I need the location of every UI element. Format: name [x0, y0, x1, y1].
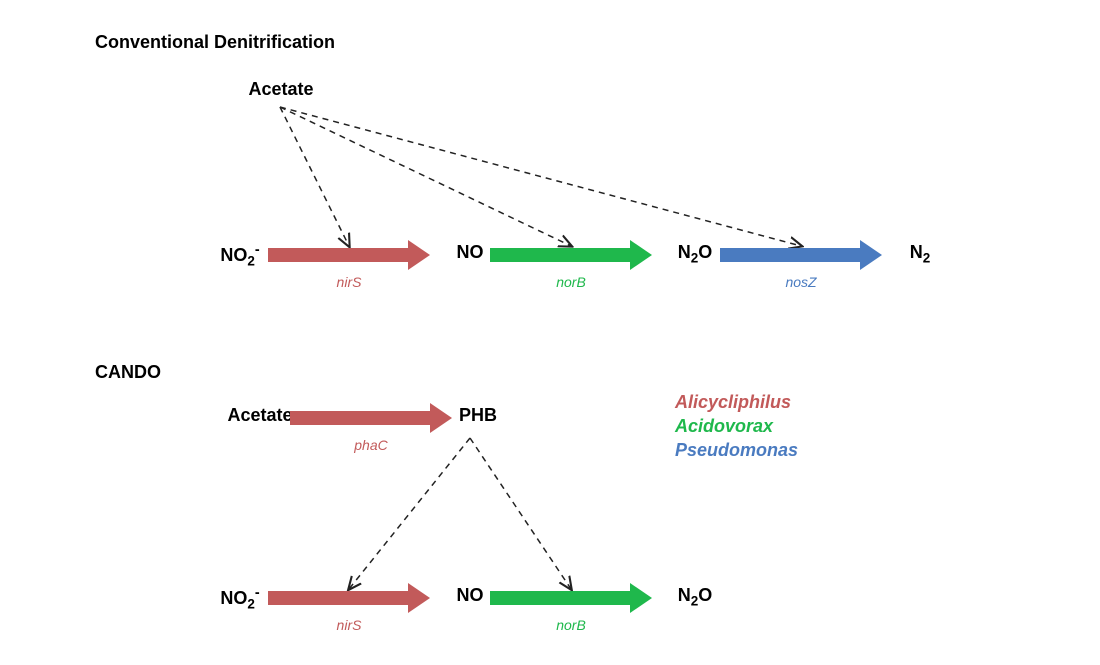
- cando-top-arrow: [290, 403, 452, 433]
- legend-alicycliphilus: Alicycliphilus: [675, 392, 791, 413]
- heading-cando: CANDO: [95, 362, 161, 383]
- node-acetate-conv: Acetate: [236, 79, 326, 100]
- cando-dash-1: [470, 438, 571, 589]
- conv-node-3: N2: [885, 242, 955, 266]
- conv-arrow-0: [268, 240, 430, 270]
- conv-gene-norB: norB: [531, 274, 611, 290]
- cando-bot-gene-norB: norB: [531, 617, 611, 633]
- conv-arrow-2: [720, 240, 882, 270]
- cando-bot-node-2: N2O: [660, 585, 730, 609]
- cando-top-node-1: PHB: [448, 405, 508, 426]
- conv-dash-0: [280, 107, 349, 246]
- conv-gene-nosZ: nosZ: [761, 274, 841, 290]
- cando-bot-node-0: NO2-: [205, 585, 275, 612]
- conv-gene-nirS: nirS: [309, 274, 389, 290]
- legend-pseudomonas: Pseudomonas: [675, 440, 798, 461]
- legend-acidovorax: Acidovorax: [675, 416, 773, 437]
- dashed-arrows-layer: [0, 0, 1100, 665]
- cando-dash-0: [349, 438, 470, 589]
- conv-arrow-1: [490, 240, 652, 270]
- conv-dash-2: [280, 107, 801, 246]
- conv-node-0: NO2-: [205, 242, 275, 269]
- cando-gene-phaC: phaC: [331, 437, 411, 453]
- cando-bot-gene-nirS: nirS: [309, 617, 389, 633]
- cando-bot-arrow-0: [268, 583, 430, 613]
- conv-dash-1: [280, 107, 571, 246]
- heading-conventional: Conventional Denitrification: [95, 32, 335, 53]
- cando-bot-arrow-1: [490, 583, 652, 613]
